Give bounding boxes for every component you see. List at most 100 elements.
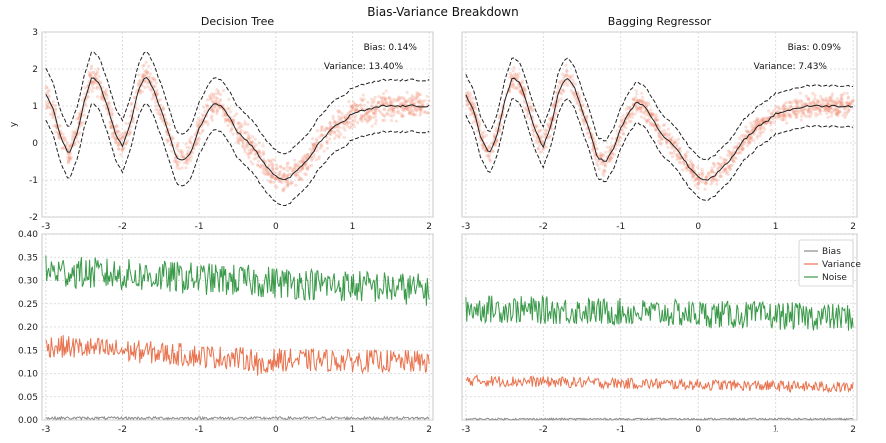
scatter-point (241, 143, 245, 147)
scatter-point (599, 155, 603, 159)
scatter-point (358, 103, 362, 107)
scatter-point (830, 111, 834, 115)
scatter-point (382, 95, 386, 100)
scatter-point (725, 170, 730, 174)
scatter-point (685, 150, 690, 154)
scatter-point (66, 159, 70, 164)
scatter-point (603, 170, 607, 174)
scatter-point (186, 157, 190, 161)
scatter-point (243, 147, 247, 151)
scatter-point (236, 138, 240, 142)
scatter-point (639, 110, 643, 114)
scatter-point (695, 176, 699, 180)
scatter-point (572, 92, 576, 96)
scatter-point (483, 149, 488, 153)
scatter-point (794, 100, 798, 104)
scatter-point (612, 153, 617, 157)
scatter-point (744, 125, 748, 129)
scatter-point (312, 152, 316, 156)
scatter-point (815, 98, 819, 103)
scatter-point (160, 116, 164, 120)
scatter-point (713, 164, 717, 168)
scatter-point (121, 147, 125, 151)
scatter-point (839, 103, 843, 107)
scatter-point (286, 169, 290, 173)
scatter-point (791, 109, 795, 114)
scatter-point (487, 153, 491, 158)
scatter-point (750, 129, 754, 133)
scatter-point (732, 146, 736, 150)
scatter-point (639, 115, 643, 119)
scatter-point (369, 109, 373, 113)
scatter-point (298, 177, 302, 181)
scatter-point (110, 135, 114, 139)
scatter-point (51, 116, 55, 120)
scatter-point (851, 98, 855, 103)
scatter-point (640, 99, 644, 103)
scatter-point (729, 163, 733, 168)
scatter-point (392, 110, 396, 114)
scatter-point (147, 64, 151, 68)
scatter-point (269, 173, 274, 177)
scatter-point (271, 163, 275, 167)
scatter-point (374, 110, 378, 114)
scatter-point (294, 183, 298, 187)
scatter-point (755, 121, 759, 125)
legend-label-noise: Noise (822, 273, 847, 283)
scatter-point (249, 149, 253, 153)
scatter-point (587, 135, 592, 139)
scatter-point (565, 73, 569, 77)
scatter-point (409, 101, 413, 105)
scatter-point (262, 166, 267, 170)
scatter-point (261, 152, 265, 157)
scatter-point (117, 143, 121, 147)
scatter-point (828, 97, 832, 101)
scatter-point (311, 143, 315, 147)
scatter-point (242, 146, 246, 150)
scatter-point (254, 152, 258, 156)
scatter-point (385, 101, 389, 105)
scatter-point (373, 107, 377, 111)
scatter-point (760, 117, 764, 121)
scatter-point (512, 66, 516, 70)
scatter-point (161, 106, 165, 110)
mean-prediction-line (45, 76, 430, 181)
scatter-point (88, 72, 92, 76)
scatter-point (761, 117, 766, 121)
scatter-point (359, 106, 363, 110)
scatter-point (297, 175, 301, 179)
scatter-point (273, 177, 277, 181)
scatter-point (79, 123, 83, 127)
scatter-point (299, 176, 303, 181)
scatter-point (63, 138, 67, 142)
scatter-point (531, 108, 535, 112)
scatter-point (141, 75, 145, 79)
scatter-point (806, 108, 811, 113)
scatter-point (585, 115, 589, 119)
scatter-point (637, 106, 641, 110)
scatter-point (603, 164, 608, 168)
scatter-point (846, 95, 851, 99)
scatter-point (375, 103, 379, 107)
scatter-point (398, 102, 402, 106)
scatter-point (565, 69, 569, 74)
scatter-point (116, 144, 120, 148)
scatter-point (346, 120, 351, 124)
scatter-point (644, 102, 648, 106)
scatter-point (718, 165, 722, 169)
scatter-point (205, 98, 210, 102)
scatter-point (251, 140, 255, 144)
scatter-point (799, 118, 803, 122)
scatter-point (827, 109, 831, 113)
scatter-point (103, 90, 107, 94)
panel-frame (461, 31, 858, 218)
scatter-point (837, 109, 841, 114)
scatter-point (711, 177, 715, 181)
scatter-point (777, 114, 781, 118)
scatter-point (211, 110, 216, 114)
scatter-point (427, 99, 431, 103)
scatter-point (171, 137, 175, 141)
scatter-point (845, 91, 849, 95)
scatter-point (210, 114, 214, 118)
scatter-point (650, 111, 655, 116)
